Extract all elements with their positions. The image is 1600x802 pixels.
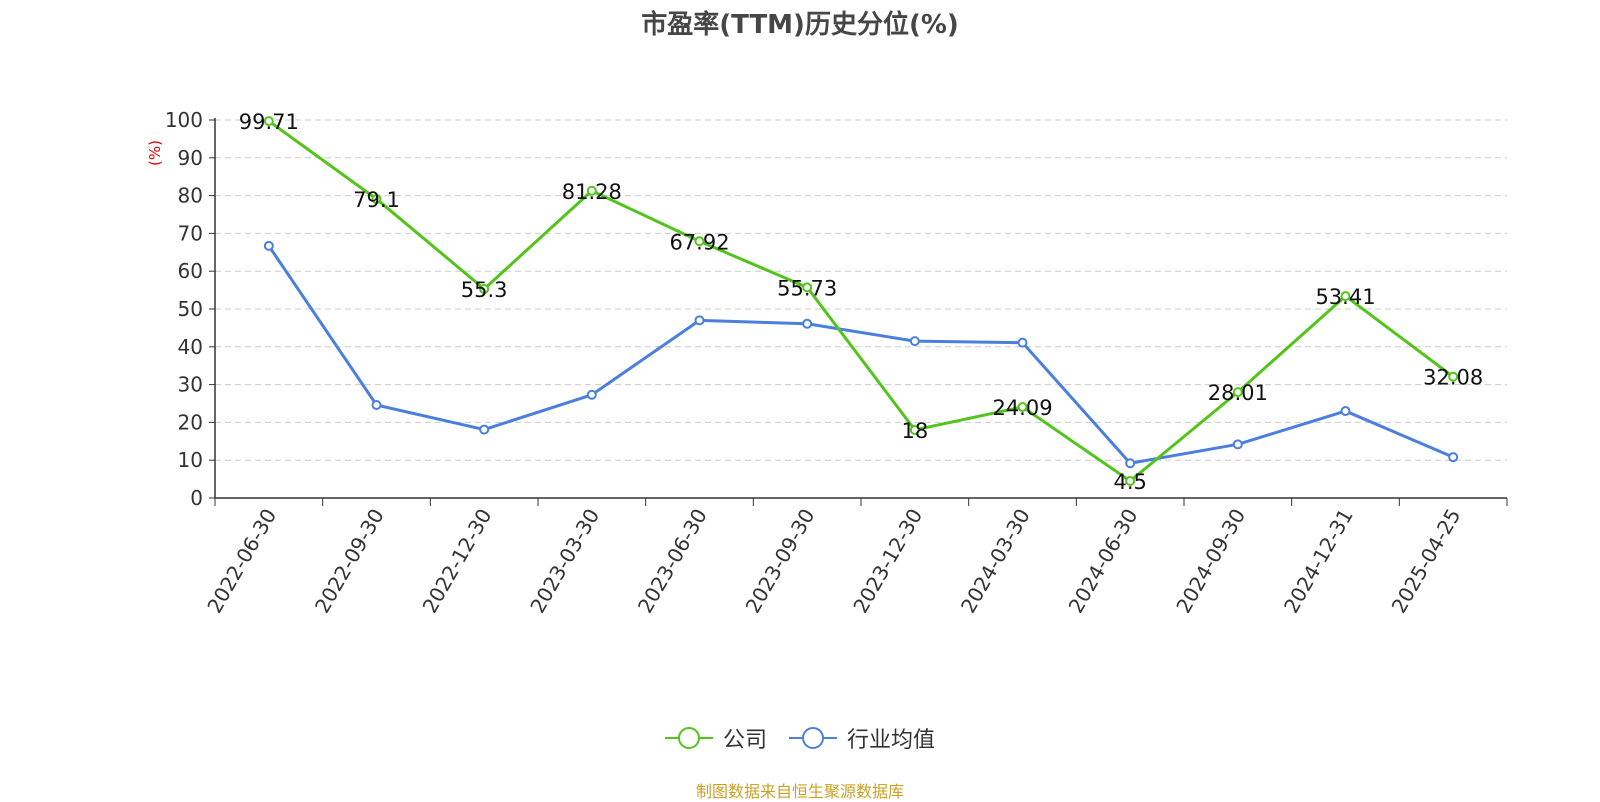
data-point-industry-average	[1017, 337, 1028, 348]
data-point-company	[694, 236, 705, 247]
legend-industry-label: 行业均值	[847, 728, 936, 753]
data-label: 67.92	[669, 230, 729, 254]
series-line-industry-average	[267, 245, 1454, 465]
x-tick-label: 2023-06-30	[633, 505, 712, 618]
x-axis: 2022-06-30 2022-09-30 2022-12-30 2023-03-30…	[202, 497, 1508, 618]
data-point-company	[479, 283, 490, 294]
y-tick-label: 80	[178, 184, 203, 208]
legend-item-industry-average[interactable]: 行业均值	[789, 722, 935, 754]
data-point-industry-average	[909, 336, 920, 347]
legend-item-company[interactable]: 公司	[664, 722, 767, 754]
data-label: 18	[901, 419, 928, 443]
x-tick-label: 2024-06-30	[1064, 505, 1143, 618]
data-label: 24.09	[992, 396, 1052, 420]
x-tick-label: 2023-03-30	[525, 505, 604, 618]
data-label: 99.71	[239, 110, 299, 134]
legend: 公司 行业均值	[0, 722, 1600, 754]
x-tick-label: 2022-06-30	[202, 505, 281, 618]
y-tick-label: 50	[178, 297, 203, 321]
y-tick-label: 70	[178, 221, 203, 245]
series-lines	[263, 116, 1459, 486]
y-tick-label: 90	[178, 146, 203, 170]
data-point-company	[586, 185, 597, 196]
data-point-industry-average	[1232, 439, 1243, 450]
data-point-company	[1448, 371, 1459, 382]
legend-company-label: 公司	[722, 728, 767, 753]
y-tick-label: 100	[165, 108, 203, 132]
data-point-company	[1232, 387, 1243, 398]
x-tick-label: 2022-12-30	[418, 504, 497, 617]
data-label: 53.41	[1315, 285, 1375, 309]
y-axis: 0 10 20 30 40 50 60 70 80 90 100	[165, 108, 216, 510]
data-label: 32.08	[1423, 366, 1483, 390]
y-axis-title: (%)	[146, 140, 164, 166]
data-point-company	[263, 116, 274, 127]
series-line-company	[267, 119, 1455, 483]
data-labels: 99.71 79.1 55.3 81.28 67.92 55.73 18 24.09 4.5 28…	[239, 110, 1483, 494]
data-label: 81.28	[562, 180, 622, 204]
data-point-company	[371, 194, 382, 205]
data-point-industry-average	[263, 240, 274, 251]
data-source-note: 制图数据来自恒生聚源数据库	[695, 782, 904, 801]
data-point-industry-average	[371, 400, 382, 411]
data-label: 28.01	[1208, 381, 1268, 405]
data-point-company	[802, 282, 813, 293]
data-point-industry-average	[586, 389, 597, 400]
chart-title: 市盈率(TTM)历史分位(%)	[641, 10, 959, 40]
line-chart: 0 10 20 30 40 50 60 70 80 90 100 2022-06-30 2022-09…	[146, 108, 1508, 618]
data-point-company	[909, 424, 920, 435]
grid-lines	[215, 119, 1507, 461]
data-point-industry-average	[1125, 458, 1136, 469]
x-tick-label: 2022-09-30	[310, 505, 389, 618]
y-tick-label: 0	[190, 486, 203, 510]
data-point-industry-average	[802, 318, 813, 329]
data-point-industry-average	[479, 424, 490, 435]
data-point-industry-average	[694, 315, 705, 326]
y-tick-label: 40	[178, 335, 203, 359]
x-tick-label: 2024-03-30	[956, 505, 1035, 618]
y-tick-label: 60	[178, 259, 203, 283]
legend-industry-swatch-icon	[789, 727, 837, 749]
data-point-industry-average	[1340, 406, 1351, 417]
x-tick-label: 2025-04-25	[1387, 505, 1466, 618]
y-tick-label: 30	[178, 373, 203, 397]
data-point-company	[1125, 475, 1136, 486]
x-tick-label: 2023-09-30	[741, 505, 820, 618]
data-point-company	[1340, 291, 1351, 302]
x-tick-label: 2024-12-31	[1279, 505, 1358, 618]
data-point-company	[1017, 401, 1028, 412]
data-point-industry-average	[1448, 452, 1459, 463]
data-label: 55.3	[461, 278, 508, 302]
y-tick-label: 20	[178, 410, 203, 434]
x-tick-label: 2023-12-30	[848, 504, 927, 617]
y-tick-label: 10	[178, 448, 203, 472]
data-label: 55.73	[777, 276, 837, 300]
data-label: 4.5	[1113, 470, 1146, 494]
legend-company-swatch-icon	[664, 727, 713, 749]
x-tick-label: 2024-09-30	[1171, 505, 1250, 618]
data-label: 79.1	[353, 188, 400, 212]
